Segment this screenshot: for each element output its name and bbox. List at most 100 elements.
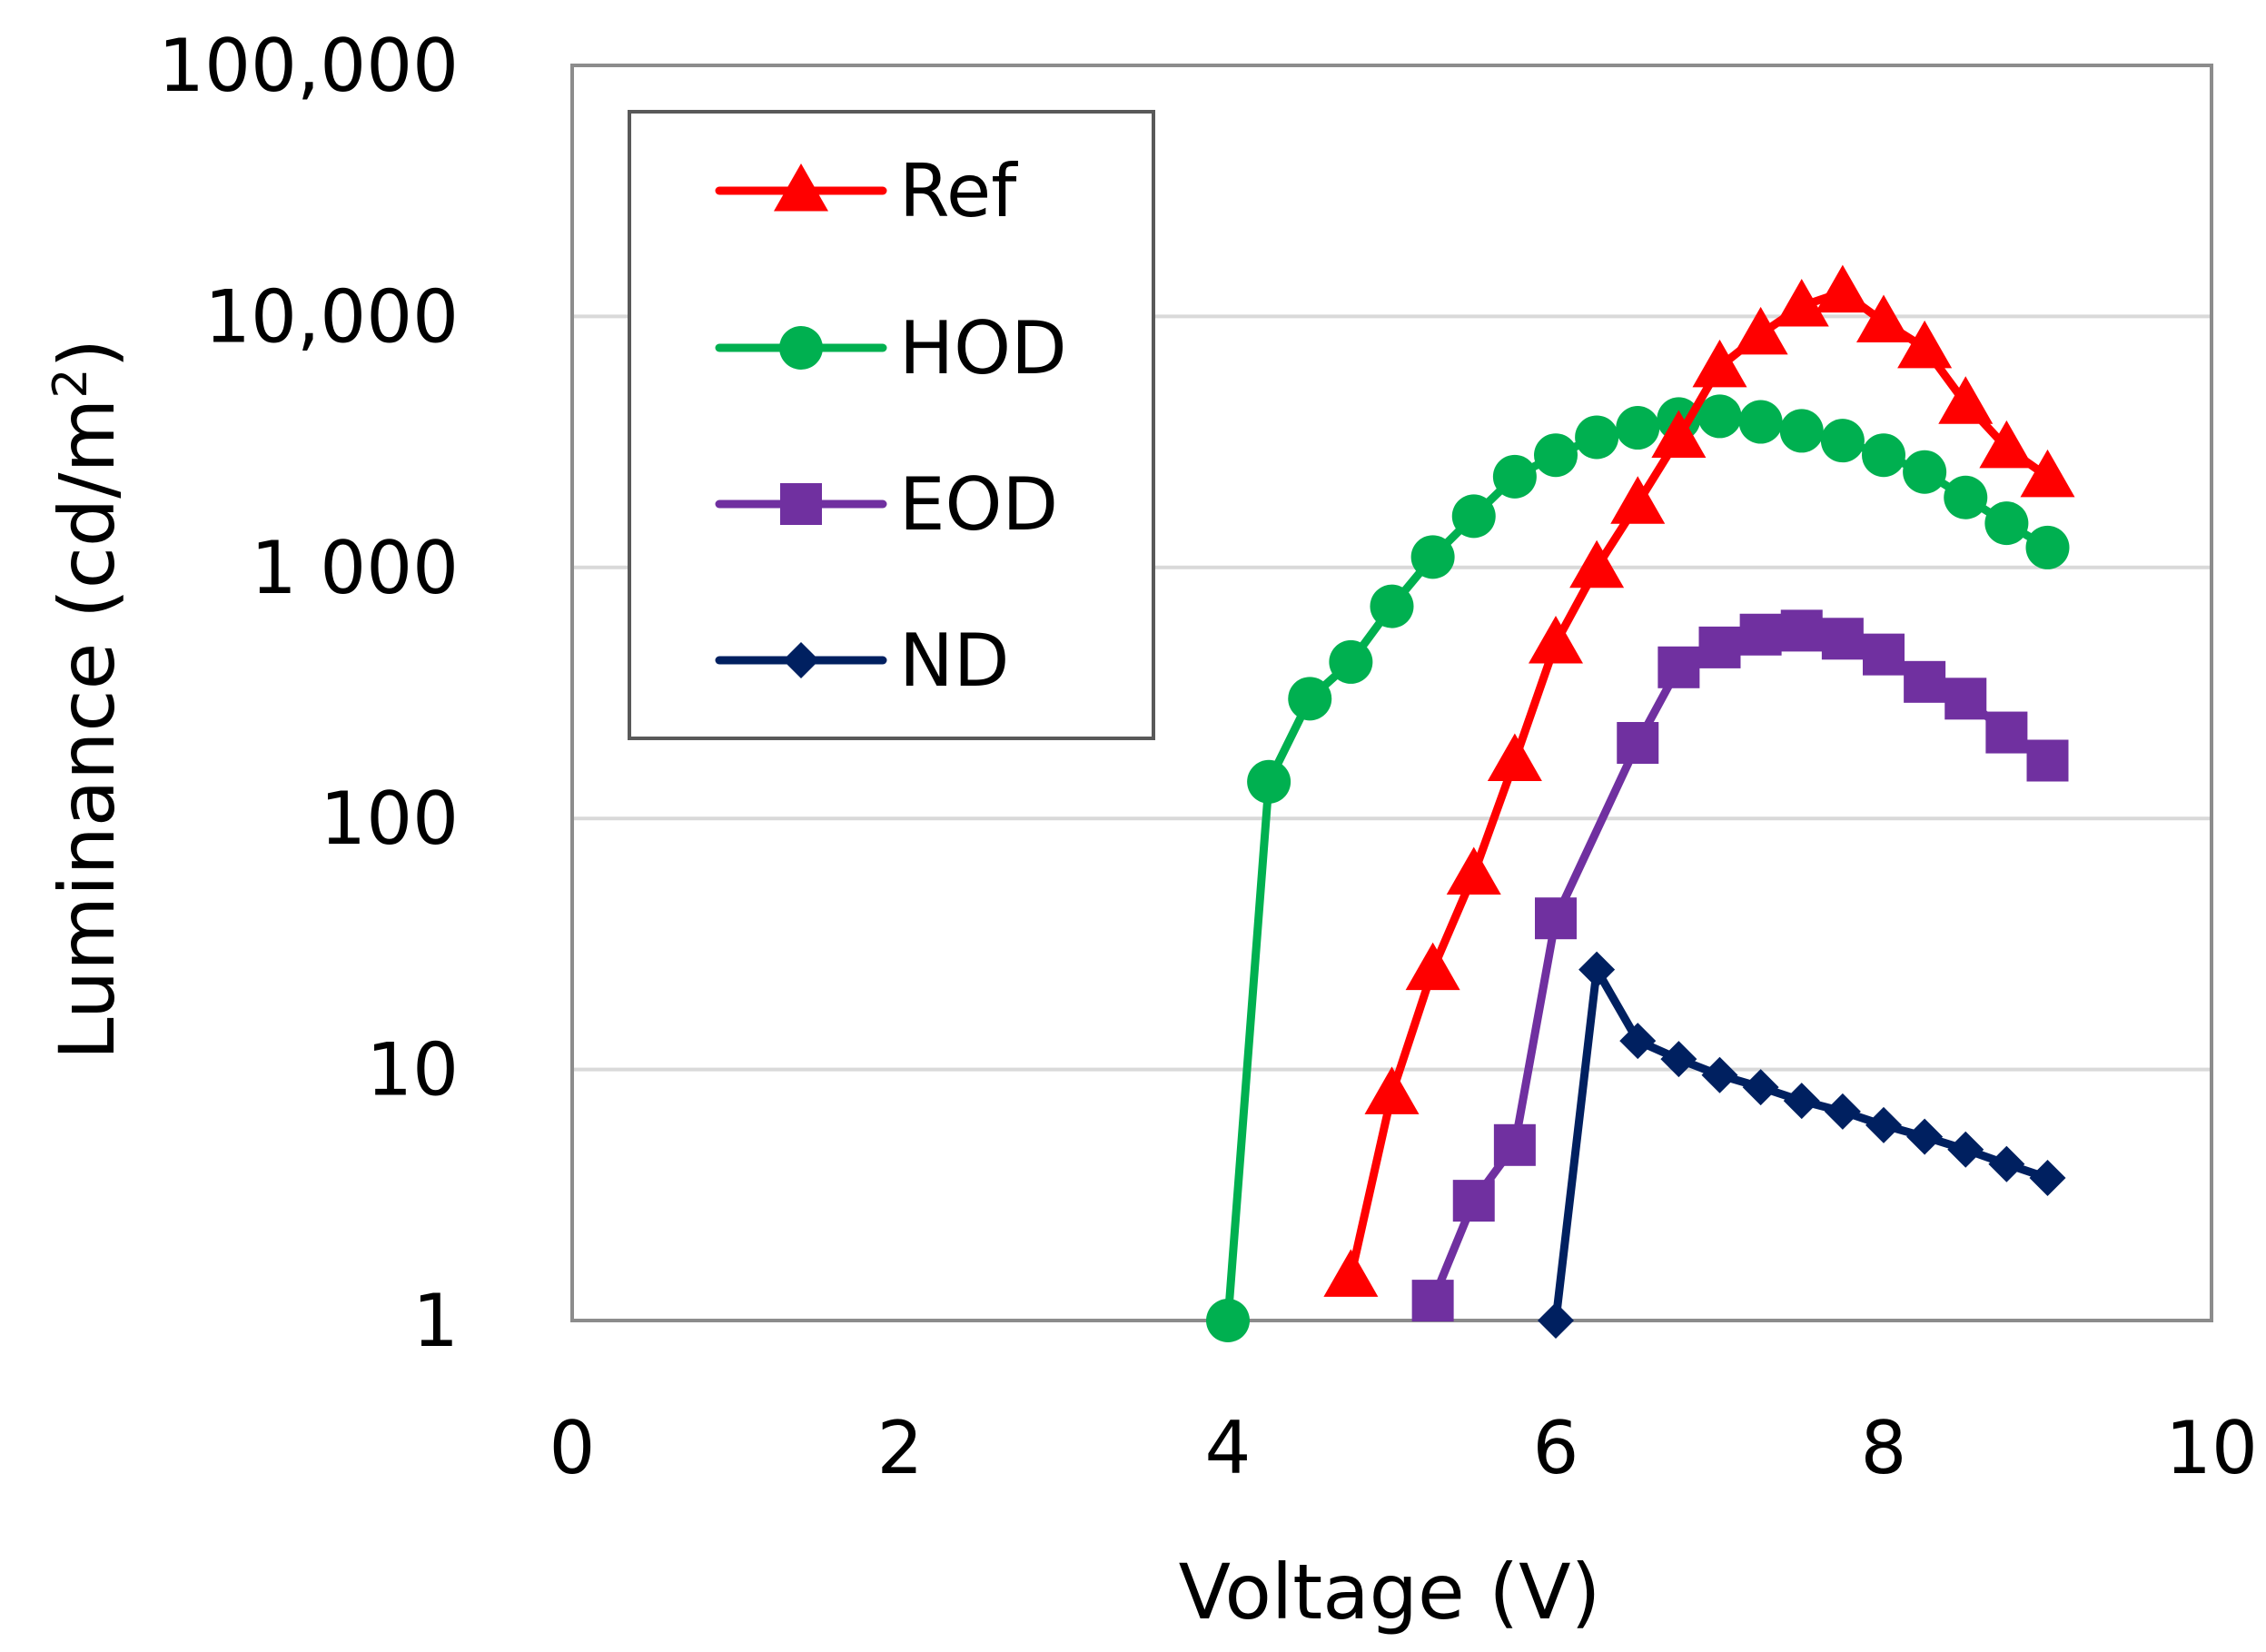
data-point-hod-4 [1370, 584, 1414, 628]
data-point-eod-8 [1780, 609, 1823, 652]
data-point-ref-5 [1529, 616, 1583, 664]
data-point-hod-10 [1616, 406, 1660, 450]
legend-marker-eod [780, 483, 822, 525]
data-point-hod-12 [1697, 394, 1742, 439]
legend-marker-nd [783, 642, 819, 678]
legend-label-eod: EOD [899, 462, 1058, 547]
data-point-ref-7 [1610, 476, 1666, 524]
legend-label-hod: HOD [899, 306, 1067, 391]
data-point-ref-0 [1323, 1249, 1379, 1297]
data-point-nd-9 [1906, 1118, 1944, 1155]
data-point-nd-3 [1660, 1041, 1697, 1078]
data-point-eod-4 [1617, 721, 1659, 764]
data-point-ref-4 [1487, 733, 1542, 782]
legend-entry-nd: ND [715, 618, 1009, 703]
data-point-hod-9 [1575, 415, 1619, 460]
data-point-nd-2 [1619, 1023, 1657, 1060]
legend-marker-hod [779, 326, 823, 370]
legend-label-nd: ND [899, 618, 1009, 703]
legend-entry-hod: HOD [715, 306, 1067, 391]
data-point-nd-5 [1742, 1069, 1779, 1106]
x-axis-title: Voltage (V) [1179, 1548, 1601, 1637]
y-tick-label-0: 1 [412, 1279, 459, 1363]
data-point-hod-3 [1329, 639, 1373, 684]
y-tick-label-3: 1 000 [251, 526, 459, 610]
data-point-ref-13 [1856, 294, 1911, 343]
data-point-ref-11 [1774, 278, 1829, 327]
data-point-hod-2 [1288, 677, 1332, 721]
data-point-ref-6 [1569, 539, 1625, 589]
data-point-hod-15 [1820, 419, 1865, 463]
data-point-hod-18 [1944, 475, 1988, 519]
y-tick-label-4: 10,000 [204, 274, 459, 359]
data-point-hod-5 [1410, 535, 1455, 579]
data-point-nd-6 [1783, 1083, 1820, 1120]
legend-entry-eod: EOD [715, 462, 1058, 547]
data-point-hod-13 [1738, 400, 1783, 444]
plot-area-frame [570, 64, 2213, 1322]
y-tick-label-5: 100,000 [158, 24, 459, 108]
x-tick-label-0: 0 [549, 1406, 596, 1490]
data-point-hod-0 [1206, 1299, 1250, 1342]
y-axis-title: Luminance (cd/m2) [43, 339, 132, 1061]
data-point-nd-0 [1538, 1302, 1574, 1339]
data-point-ref-16 [1979, 420, 2034, 469]
data-point-hod-8 [1534, 433, 1578, 478]
data-point-ref-3 [1446, 846, 1501, 895]
data-point-ref-14 [1897, 320, 1953, 369]
y-axis-title-end: ) [43, 339, 132, 369]
series-hod [1206, 394, 2070, 1342]
data-point-hod-6 [1451, 494, 1496, 539]
x-tick-label-2: 4 [1205, 1406, 1252, 1490]
data-point-hod-16 [1862, 433, 1905, 478]
data-point-eod-7 [1739, 613, 1782, 656]
legend-entry-ref: Ref [715, 149, 1018, 233]
y-axis-ticks: 1 10 100 1 000 10,000 100,000 [158, 24, 459, 1363]
x-tick-label-5: 10 [2165, 1406, 2258, 1490]
y-tick-label-1: 10 [366, 1028, 459, 1113]
x-axis-ticks: 0 2 4 6 8 10 [549, 1406, 2258, 1490]
data-point-ref-1 [1364, 1066, 1420, 1114]
legend-label-ref: Ref [899, 149, 1018, 233]
data-point-nd-8 [1865, 1106, 1902, 1143]
data-point-ref-9 [1692, 339, 1747, 388]
data-point-nd-12 [2029, 1159, 2066, 1196]
data-point-hod-14 [1779, 409, 1824, 453]
data-point-ref-15 [1938, 376, 1994, 424]
series-eod [1411, 609, 2069, 1322]
data-point-ref-17 [2020, 449, 2075, 498]
data-point-eod-2 [1493, 1123, 1536, 1166]
data-point-hod-19 [1984, 501, 2029, 546]
data-point-eod-11 [1904, 660, 1946, 703]
data-point-ref-8 [1651, 410, 1707, 458]
legend-marker-ref [774, 163, 828, 212]
data-point-eod-6 [1698, 626, 1741, 668]
y-axis-title-text: Luminance (cd/m [43, 399, 132, 1061]
data-point-eod-12 [1944, 678, 1987, 720]
data-point-nd-4 [1701, 1056, 1738, 1093]
data-point-ref-2 [1405, 942, 1460, 991]
x-tick-label-4: 8 [1861, 1406, 1907, 1490]
data-point-hod-17 [1903, 450, 1947, 494]
legend: Ref HOD EOD ND [628, 110, 1155, 740]
legend-frame [628, 110, 1155, 740]
data-point-nd-11 [1988, 1145, 2025, 1182]
data-point-eod-3 [1535, 897, 1577, 940]
data-point-hod-1 [1247, 759, 1291, 804]
data-point-eod-5 [1657, 646, 1700, 688]
data-point-eod-0 [1411, 1280, 1454, 1322]
x-tick-label-3: 6 [1533, 1406, 1579, 1490]
y-tick-label-2: 100 [320, 777, 459, 861]
data-point-hod-7 [1492, 454, 1537, 499]
data-point-eod-9 [1821, 618, 1864, 660]
data-point-nd-10 [1947, 1131, 1984, 1168]
data-point-nd-7 [1824, 1093, 1861, 1130]
series-nd [1538, 951, 2066, 1339]
series-layer [1206, 264, 2075, 1342]
y-axis-title-superscript: 2 [44, 369, 98, 399]
data-point-eod-10 [1863, 633, 1905, 676]
series-ref [1323, 264, 2075, 1297]
data-point-ref-12 [1815, 264, 1870, 313]
data-point-eod-13 [1985, 711, 2028, 754]
